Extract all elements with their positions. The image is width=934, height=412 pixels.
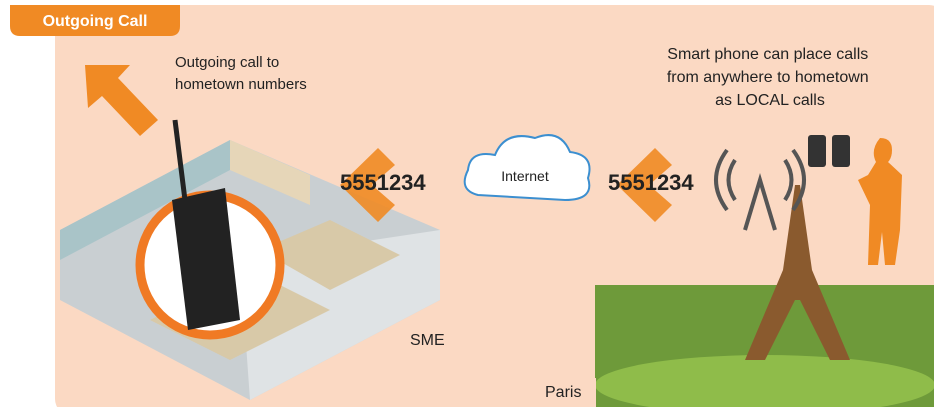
phone-icon xyxy=(832,135,850,167)
diagram: Outgoing Call Outgoing call to hometown … xyxy=(0,0,934,407)
number-right: 5551234 xyxy=(608,170,694,195)
phone-icon xyxy=(808,135,826,167)
note-line: Smart phone can place calls xyxy=(667,46,868,63)
note-line: from anywhere to hometown xyxy=(667,69,869,86)
number-left: 5551234 xyxy=(340,170,426,195)
title: Outgoing Call xyxy=(43,13,148,30)
note-line: Outgoing call to xyxy=(175,54,279,71)
city-label: Paris xyxy=(545,384,581,401)
note-line: as LOCAL calls xyxy=(715,92,825,109)
note-line: hometown numbers xyxy=(175,76,307,93)
cloud-label: Internet xyxy=(501,168,549,184)
page: Outgoing Call Outgoing call to hometown … xyxy=(0,0,934,407)
office-label: SME xyxy=(410,332,445,349)
